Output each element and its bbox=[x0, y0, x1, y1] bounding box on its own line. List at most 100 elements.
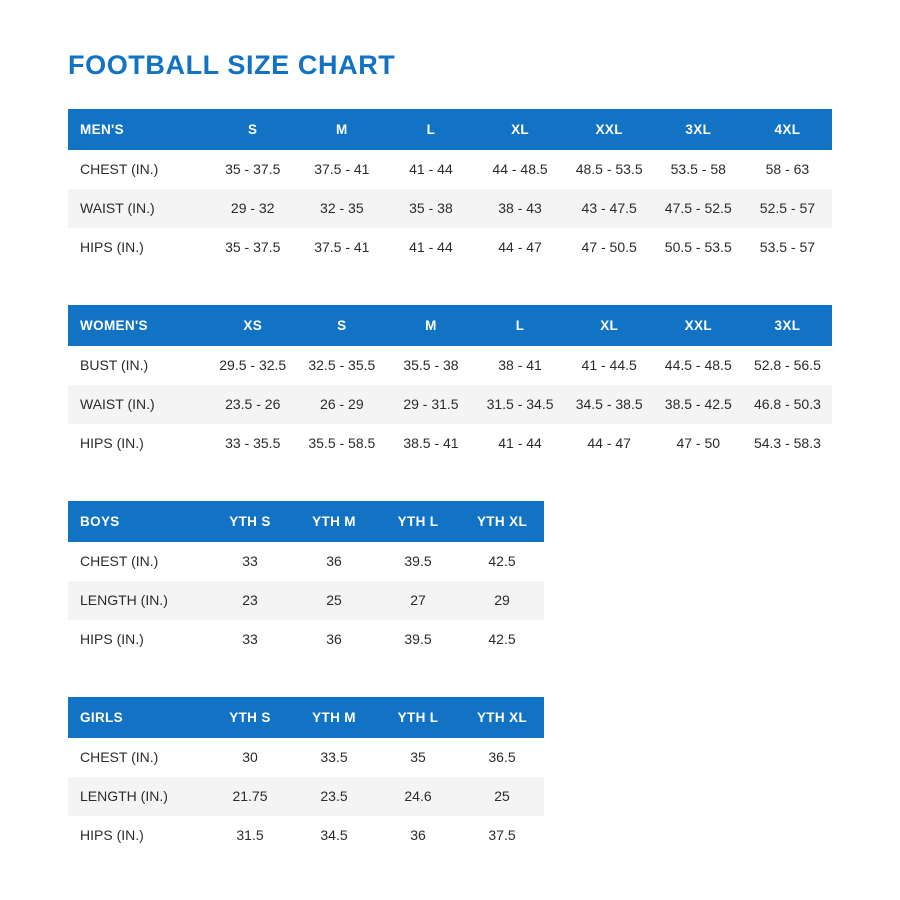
row-label: HIPS (IN.) bbox=[68, 815, 208, 855]
size-table-girls: GIRLS YTH S YTH M YTH L YTH XL CHEST (IN.) 30 3… bbox=[68, 696, 544, 855]
row-label: HIPS (IN.) bbox=[68, 619, 208, 659]
column-header-mens-5: XXL bbox=[564, 108, 654, 150]
measurement-cell: 47 - 50.5 bbox=[564, 227, 654, 267]
measurement-cell: 44 - 48.5 bbox=[475, 149, 565, 189]
measurement-cell: 53.5 - 57 bbox=[742, 227, 832, 267]
measurement-cell: 23 bbox=[208, 580, 292, 620]
measurement-cell: 36 bbox=[292, 541, 376, 581]
table-row: LENGTH (IN.) 23 25 27 29 bbox=[68, 580, 544, 620]
measurement-cell: 41 - 44 bbox=[475, 423, 565, 463]
measurement-cell: 34.5 - 38.5 bbox=[564, 384, 654, 424]
table-header-row: BOYS YTH S YTH M YTH L YTH XL bbox=[68, 500, 544, 542]
measurement-cell: 54.3 - 58.3 bbox=[742, 423, 832, 463]
measurement-cell: 26 - 29 bbox=[297, 384, 387, 424]
measurement-cell: 36 bbox=[376, 815, 460, 855]
table-title-womens: WOMEN'S bbox=[68, 304, 209, 346]
measurement-cell: 33.5 bbox=[292, 737, 376, 777]
measurement-cell: 52.5 - 57 bbox=[742, 188, 832, 228]
size-table-boys: BOYS YTH S YTH M YTH L YTH XL CHEST (IN.) 33 36… bbox=[68, 500, 544, 659]
table-header-row: MEN'S S M L XL XXL 3XL 4XL bbox=[68, 108, 832, 150]
measurement-cell: 30 bbox=[208, 737, 292, 777]
table-row: WAIST (IN.) 23.5 - 26 26 - 29 29 - 31.5 31.5… bbox=[68, 384, 832, 424]
table-row: HIPS (IN.) 31.5 34.5 36 37.5 bbox=[68, 815, 544, 855]
measurement-cell: 38.5 - 41 bbox=[386, 423, 476, 463]
column-header-boys-2: YTH M bbox=[292, 500, 376, 542]
measurement-cell: 35.5 - 58.5 bbox=[297, 423, 387, 463]
column-header-boys-4: YTH XL bbox=[460, 500, 544, 542]
column-header-girls-3: YTH L bbox=[376, 696, 460, 738]
table-row: BUST (IN.) 29.5 - 32.5 32.5 - 35.5 35.5 - 3… bbox=[68, 345, 832, 385]
size-table-mens: MEN'S S M L XL XXL 3XL 4XL CHEST (IN.) 35 - 37.5 3… bbox=[68, 108, 832, 267]
row-label: LENGTH (IN.) bbox=[68, 580, 208, 620]
measurement-cell: 50.5 - 53.5 bbox=[653, 227, 743, 267]
column-header-womens-4: L bbox=[475, 304, 565, 346]
measurement-cell: 42.5 bbox=[460, 619, 544, 659]
column-header-womens-1: XS bbox=[208, 304, 298, 346]
measurement-cell: 44 - 47 bbox=[564, 423, 654, 463]
table-row: CHEST (IN.) 35 - 37.5 37.5 - 41 41 - 44 44 -… bbox=[68, 149, 832, 189]
measurement-cell: 35 - 37.5 bbox=[208, 227, 298, 267]
measurement-cell: 41 - 44 bbox=[386, 227, 476, 267]
row-label: BUST (IN.) bbox=[68, 345, 209, 385]
measurement-cell: 44.5 - 48.5 bbox=[653, 345, 743, 385]
measurement-cell: 37.5 - 41 bbox=[297, 227, 387, 267]
table-row: WAIST (IN.) 29 - 32 32 - 35 35 - 38 38 - 43 4… bbox=[68, 188, 832, 228]
column-header-mens-3: L bbox=[386, 108, 476, 150]
table-title-girls: GIRLS bbox=[68, 696, 208, 738]
measurement-cell: 29 bbox=[460, 580, 544, 620]
measurement-cell: 52.8 - 56.5 bbox=[742, 345, 832, 385]
measurement-cell: 32 - 35 bbox=[297, 188, 387, 228]
page-title: FOOTBALL SIZE CHART bbox=[68, 50, 396, 80]
table-title-mens: MEN'S bbox=[68, 108, 209, 150]
measurement-cell: 33 bbox=[208, 619, 292, 659]
table-header-row: GIRLS YTH S YTH M YTH L YTH XL bbox=[68, 696, 544, 738]
measurement-cell: 48.5 - 53.5 bbox=[564, 149, 654, 189]
measurement-cell: 36 bbox=[292, 619, 376, 659]
measurement-cell: 33 - 35.5 bbox=[208, 423, 298, 463]
table-row: HIPS (IN.) 33 - 35.5 35.5 - 58.5 38.5 - 41 4… bbox=[68, 423, 832, 463]
measurement-cell: 37.5 bbox=[460, 815, 544, 855]
table-row: HIPS (IN.) 33 36 39.5 42.5 bbox=[68, 619, 544, 659]
size-table-womens: WOMEN'S XS S M L XL XXL 3XL BUST (IN.) 29.5 - 32.… bbox=[68, 304, 832, 463]
table-row: LENGTH (IN.) 21.75 23.5 24.6 25 bbox=[68, 776, 544, 816]
measurement-cell: 24.6 bbox=[376, 776, 460, 816]
measurement-cell: 29 - 32 bbox=[208, 188, 298, 228]
measurement-cell: 31.5 - 34.5 bbox=[475, 384, 565, 424]
table-title-boys: BOYS bbox=[68, 500, 208, 542]
measurement-cell: 43 - 47.5 bbox=[564, 188, 654, 228]
measurement-cell: 21.75 bbox=[208, 776, 292, 816]
measurement-cell: 36.5 bbox=[460, 737, 544, 777]
measurement-cell: 35 - 37.5 bbox=[208, 149, 298, 189]
size-tables-container: MEN'S S M L XL XXL 3XL 4XL CHEST (IN.) 35 - 37.5 3… bbox=[68, 108, 832, 855]
measurement-cell: 29.5 - 32.5 bbox=[208, 345, 298, 385]
column-header-womens-5: XL bbox=[564, 304, 654, 346]
measurement-cell: 33 bbox=[208, 541, 292, 581]
measurement-cell: 38.5 - 42.5 bbox=[653, 384, 743, 424]
row-label: CHEST (IN.) bbox=[68, 149, 209, 189]
table-header-row: WOMEN'S XS S M L XL XXL 3XL bbox=[68, 304, 832, 346]
measurement-cell: 25 bbox=[460, 776, 544, 816]
table-row: CHEST (IN.) 30 33.5 35 36.5 bbox=[68, 737, 544, 777]
column-header-mens-7: 4XL bbox=[742, 108, 832, 150]
column-header-girls-4: YTH XL bbox=[460, 696, 544, 738]
measurement-cell: 58 - 63 bbox=[742, 149, 832, 189]
column-header-girls-2: YTH M bbox=[292, 696, 376, 738]
measurement-cell: 53.5 - 58 bbox=[653, 149, 743, 189]
measurement-cell: 44 - 47 bbox=[475, 227, 565, 267]
measurement-cell: 35 bbox=[376, 737, 460, 777]
measurement-cell: 46.8 - 50.3 bbox=[742, 384, 832, 424]
row-label: CHEST (IN.) bbox=[68, 541, 208, 581]
column-header-boys-1: YTH S bbox=[208, 500, 292, 542]
column-header-mens-2: M bbox=[297, 108, 387, 150]
column-header-womens-3: M bbox=[386, 304, 476, 346]
column-header-womens-7: 3XL bbox=[742, 304, 832, 346]
column-header-mens-1: S bbox=[208, 108, 298, 150]
measurement-cell: 38 - 41 bbox=[475, 345, 565, 385]
measurement-cell: 42.5 bbox=[460, 541, 544, 581]
column-header-boys-3: YTH L bbox=[376, 500, 460, 542]
measurement-cell: 35.5 - 38 bbox=[386, 345, 476, 385]
measurement-cell: 27 bbox=[376, 580, 460, 620]
column-header-girls-1: YTH S bbox=[208, 696, 292, 738]
measurement-cell: 32.5 - 35.5 bbox=[297, 345, 387, 385]
